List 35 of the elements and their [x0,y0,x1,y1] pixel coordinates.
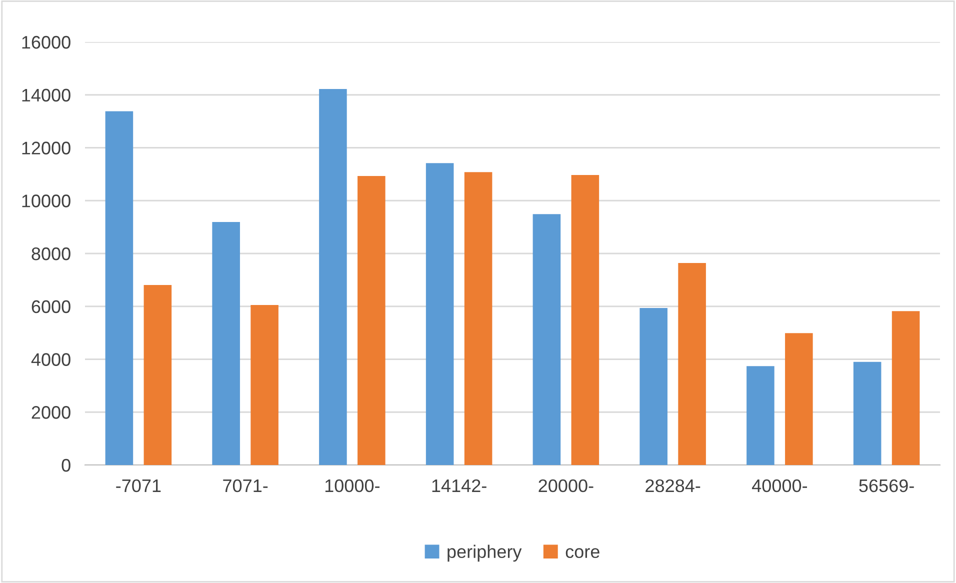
y-tick-label: 10000 [22,194,70,208]
legend-label: periphery [448,544,522,562]
bar [853,362,882,465]
bar [892,311,920,465]
x-tick-label: 40000- [752,479,807,492]
bar [250,305,278,465]
y-tick-label: 14000 [22,88,70,102]
x-tick-label: 28284- [646,479,700,492]
bar [640,308,668,465]
bar [785,333,813,465]
y-tick-label: 0 [62,458,70,472]
y-tick-label: 4000 [31,353,70,366]
bar [105,111,134,465]
y-tick-label: 12000 [22,142,70,154]
bar [212,222,240,465]
x-tick-label: 56569- [859,479,914,492]
y-tick-label: 16000 [22,36,70,49]
x-tick-label: 20000- [538,479,594,492]
bar [464,172,492,465]
bar [358,176,386,465]
legend-label: core [566,548,600,558]
y-tick-label: 8000 [32,247,70,260]
bar [678,263,706,465]
x-tick-label: 7071- [223,479,268,492]
bar [746,366,774,465]
x-tick-label: 10000- [325,479,380,492]
x-tick-label: -7071 [116,479,161,492]
y-tick-label: 6000 [32,300,70,314]
bar [426,163,454,465]
bar [571,174,600,465]
y-tick-label: 2000 [32,406,70,419]
bar [532,214,561,465]
bar [319,89,347,465]
x-tick-label: 14142- [432,479,486,492]
bar [144,284,172,465]
